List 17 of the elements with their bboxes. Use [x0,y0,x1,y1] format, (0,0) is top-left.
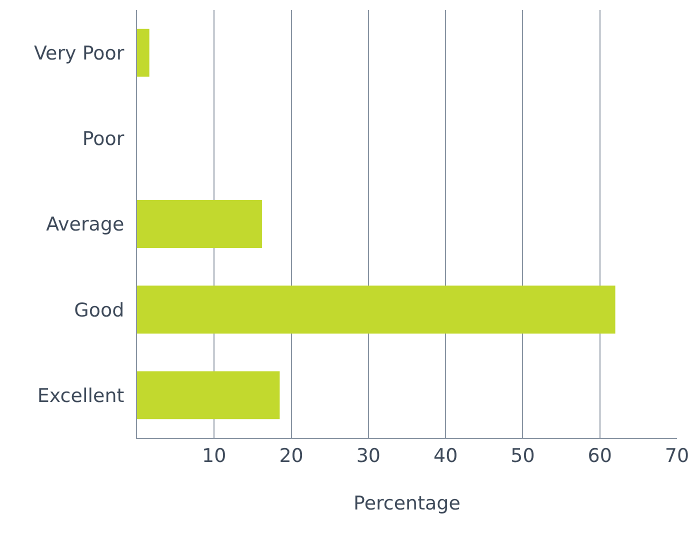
bar [137,371,280,420]
bar [137,28,150,77]
x-tick-label: 60 [588,444,612,467]
x-tick-label: 40 [433,444,458,467]
x-tick-label: 30 [356,444,381,467]
x-tick-label: 70 [664,444,690,467]
y-tick-label: Excellent [37,384,124,407]
bar [137,286,616,334]
y-tick-label: Average [46,214,124,236]
x-tick-label: 10 [202,444,226,467]
y-tick-label: Good [74,299,124,322]
x-tick-label: 50 [510,444,535,467]
y-tick-label: Very Poor [34,42,124,64]
x-axis-title: Percentage [354,492,460,515]
bar [137,200,262,248]
y-tick-label: Poor [82,128,124,150]
x-tick-label: 20 [279,444,304,467]
